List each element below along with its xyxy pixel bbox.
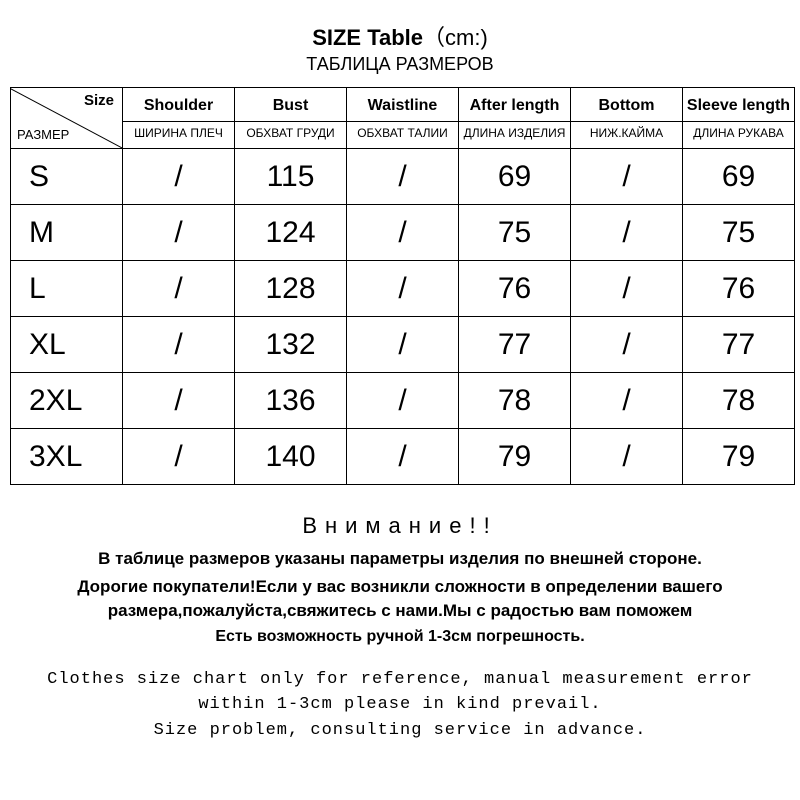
header-shoulder: Shoulder ШИРИНА ПЛЕЧ [123, 88, 235, 149]
notice-block: Внимание!! В таблице размеров указаны па… [10, 513, 790, 743]
title-ru: ТАБЛИЦА РАЗМЕРОВ [10, 54, 790, 75]
data-cell: / [123, 429, 235, 485]
data-cell: / [347, 429, 459, 485]
data-cell: / [571, 429, 683, 485]
data-cell: 140 [235, 429, 347, 485]
data-cell: / [571, 373, 683, 429]
data-cell: 132 [235, 317, 347, 373]
header-ru: ДЛИНА РУКАВА [683, 121, 794, 146]
header-en: Sleeve length [683, 91, 794, 115]
table-row: XL / 132 / 77 / 77 [11, 317, 795, 373]
table-row: L / 128 / 76 / 76 [11, 261, 795, 317]
header-en: Waistline [347, 91, 458, 115]
header-ru: ОБХВАТ ТАЛИИ [347, 121, 458, 146]
notice-en-1: Clothes size chart only for reference, m… [10, 667, 790, 718]
data-cell: / [571, 149, 683, 205]
header-row: Size РАЗМЕР Shoulder ШИРИНА ПЛЕЧ Bust ОБ… [11, 88, 795, 149]
data-cell: / [347, 373, 459, 429]
header-bust: Bust ОБХВАТ ГРУДИ [235, 88, 347, 149]
data-cell: / [347, 149, 459, 205]
header-en: Bottom [571, 91, 682, 115]
notice-ru-2: Дорогие покупатели!Если у вас возникли с… [10, 575, 790, 623]
data-cell: 128 [235, 261, 347, 317]
data-cell: 77 [459, 317, 571, 373]
data-cell: / [571, 261, 683, 317]
notice-ru-3: Есть возможность ручной 1-3см погрешност… [10, 626, 790, 648]
data-cell: 76 [459, 261, 571, 317]
data-cell: 124 [235, 205, 347, 261]
title-line-1: SIZE Table（cm:) [10, 20, 790, 52]
header-waist: Waistline ОБХВАТ ТАЛИИ [347, 88, 459, 149]
size-table: Size РАЗМЕР Shoulder ШИРИНА ПЛЕЧ Bust ОБ… [10, 87, 795, 485]
notice-ru-1: В таблице размеров указаны параметры изд… [10, 547, 790, 571]
data-cell: 79 [683, 429, 795, 485]
header-ru: ДЛИНА ИЗДЕЛИЯ [459, 121, 570, 146]
notice-en-2: Size problem, consulting service in adva… [10, 718, 790, 744]
data-cell: 115 [235, 149, 347, 205]
title-unit: （cm:) [423, 25, 488, 50]
table-row: 2XL / 136 / 78 / 78 [11, 373, 795, 429]
header-size: Size РАЗМЕР [11, 88, 123, 149]
size-header-top: Size [84, 92, 114, 109]
data-cell: 78 [459, 373, 571, 429]
data-cell: 69 [459, 149, 571, 205]
header-length: After length ДЛИНА ИЗДЕЛИЯ [459, 88, 571, 149]
header-ru: ОБХВАТ ГРУДИ [235, 121, 346, 146]
table-body: S / 115 / 69 / 69 M / 124 / 75 / 75 L / … [11, 149, 795, 485]
data-cell: / [123, 205, 235, 261]
header-ru: НИЖ.КАЙМА [571, 121, 682, 146]
data-cell: 75 [683, 205, 795, 261]
size-header-bottom: РАЗМЕР [17, 127, 69, 142]
data-cell: / [123, 261, 235, 317]
data-cell: / [347, 205, 459, 261]
data-cell: 75 [459, 205, 571, 261]
data-cell: / [347, 261, 459, 317]
header-en: After length [459, 91, 570, 115]
data-cell: 69 [683, 149, 795, 205]
data-cell: / [123, 149, 235, 205]
data-cell: / [123, 317, 235, 373]
data-cell: 78 [683, 373, 795, 429]
data-cell: 77 [683, 317, 795, 373]
notice-title: Внимание!! [10, 513, 790, 539]
data-cell: 79 [459, 429, 571, 485]
size-cell: L [11, 261, 123, 317]
header-en: Shoulder [123, 91, 234, 115]
data-cell: 76 [683, 261, 795, 317]
size-cell: M [11, 205, 123, 261]
table-row: S / 115 / 69 / 69 [11, 149, 795, 205]
header-ru: ШИРИНА ПЛЕЧ [123, 121, 234, 146]
header-en: Bust [235, 91, 346, 115]
title-block: SIZE Table（cm:) ТАБЛИЦА РАЗМЕРОВ [10, 20, 790, 75]
data-cell: / [123, 373, 235, 429]
data-cell: 136 [235, 373, 347, 429]
header-bottom: Bottom НИЖ.КАЙМА [571, 88, 683, 149]
title-en: SIZE Table [312, 25, 423, 50]
data-cell: / [571, 317, 683, 373]
table-row: M / 124 / 75 / 75 [11, 205, 795, 261]
header-sleeve: Sleeve length ДЛИНА РУКАВА [683, 88, 795, 149]
size-cell: 2XL [11, 373, 123, 429]
size-cell: XL [11, 317, 123, 373]
size-cell: 3XL [11, 429, 123, 485]
size-cell: S [11, 149, 123, 205]
data-cell: / [571, 205, 683, 261]
data-cell: / [347, 317, 459, 373]
table-row: 3XL / 140 / 79 / 79 [11, 429, 795, 485]
